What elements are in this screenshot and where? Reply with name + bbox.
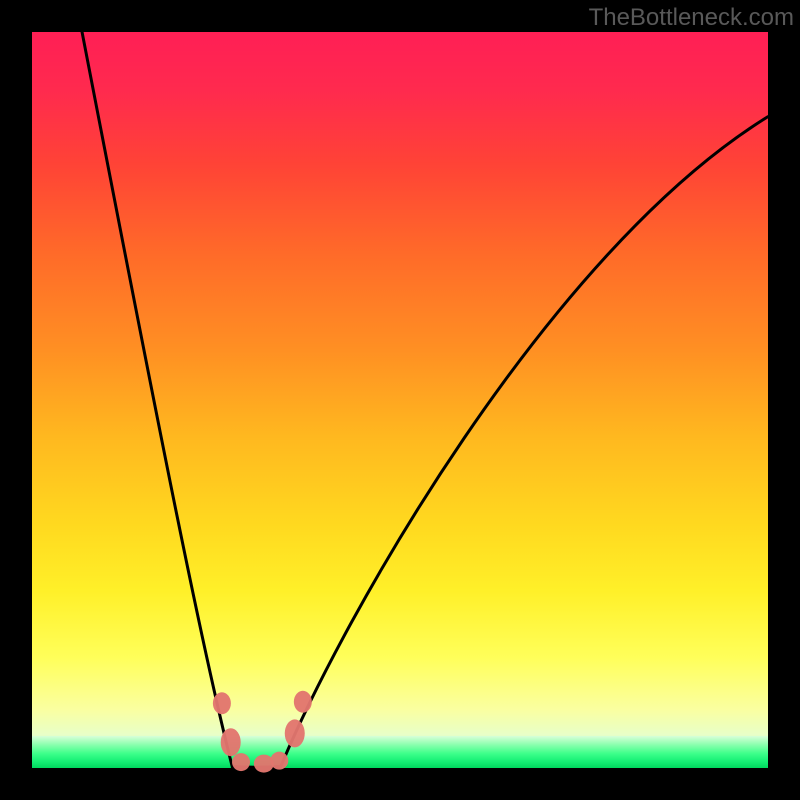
marker-right-lower (285, 719, 305, 747)
marker-trough-right (270, 752, 288, 770)
plot-area (32, 32, 768, 768)
v-curve-path (82, 32, 768, 767)
marker-left-upper (213, 692, 231, 714)
chart-container: TheBottleneck.com (0, 0, 800, 800)
marker-trough-left (232, 753, 250, 771)
watermark-text: TheBottleneck.com (589, 4, 794, 32)
marker-right-upper (294, 691, 312, 713)
bottleneck-curve (32, 32, 768, 768)
marker-left-lower (221, 728, 241, 756)
